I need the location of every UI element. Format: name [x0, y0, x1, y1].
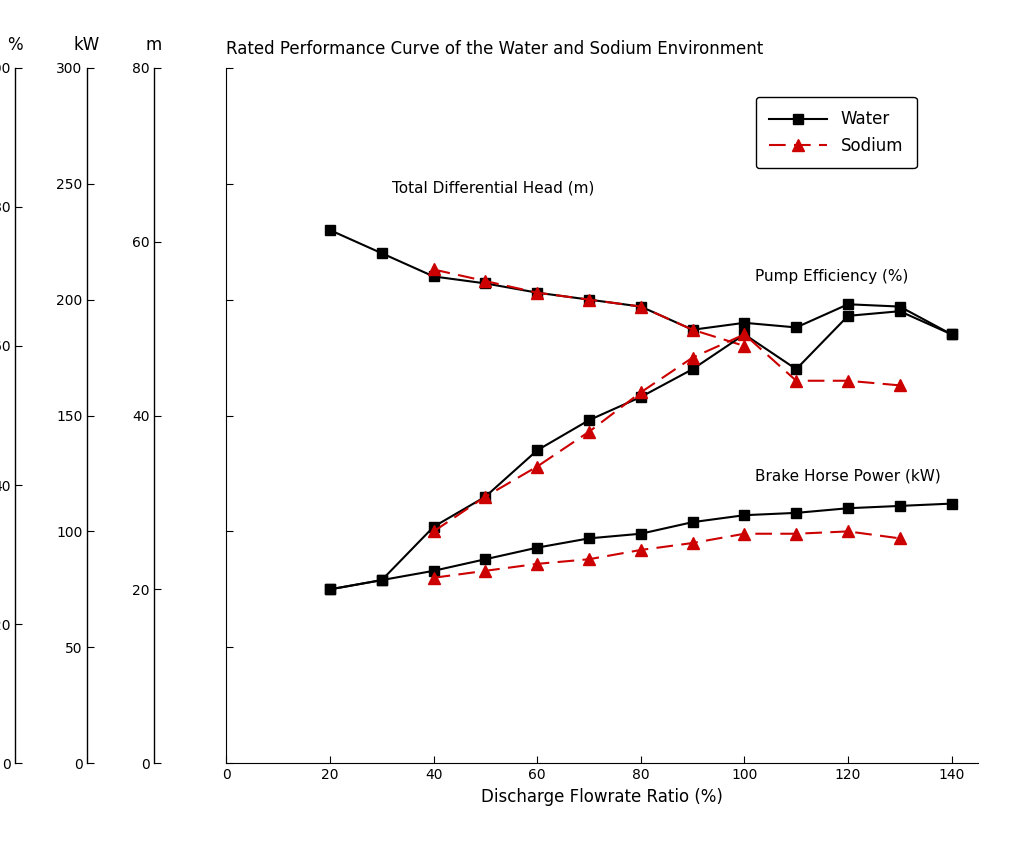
Sodium	[427, 265, 439, 275]
Water	[842, 299, 854, 310]
Line: Water: Water	[325, 226, 957, 339]
Text: Total Differential Head (m): Total Differential Head (m)	[392, 181, 595, 196]
Text: kW: kW	[74, 36, 100, 54]
Water	[324, 225, 336, 235]
Water	[427, 271, 439, 282]
Water	[686, 325, 699, 335]
Water	[893, 302, 906, 312]
Water	[790, 322, 803, 332]
Water	[582, 294, 595, 304]
Text: Brake Horse Power (kW): Brake Horse Power (kW)	[755, 468, 941, 483]
Water	[946, 329, 958, 339]
Water	[480, 278, 492, 288]
Legend: Water, Sodium: Water, Sodium	[756, 97, 917, 168]
Water	[376, 248, 388, 259]
Text: m: m	[146, 36, 162, 54]
Sodium	[582, 294, 595, 304]
Sodium	[738, 341, 750, 351]
Sodium	[635, 302, 647, 312]
Water	[531, 287, 543, 298]
Water	[635, 302, 647, 312]
Water	[738, 318, 750, 328]
Sodium	[480, 276, 492, 286]
Text: Pump Efficiency (%): Pump Efficiency (%)	[755, 269, 909, 284]
X-axis label: Discharge Flowrate Ratio (%): Discharge Flowrate Ratio (%)	[481, 788, 723, 806]
Sodium	[531, 287, 543, 298]
Line: Sodium: Sodium	[427, 263, 751, 352]
Sodium	[686, 325, 699, 335]
Text: Rated Performance Curve of the Water and Sodium Environment: Rated Performance Curve of the Water and…	[226, 40, 764, 58]
Text: %: %	[7, 36, 23, 54]
